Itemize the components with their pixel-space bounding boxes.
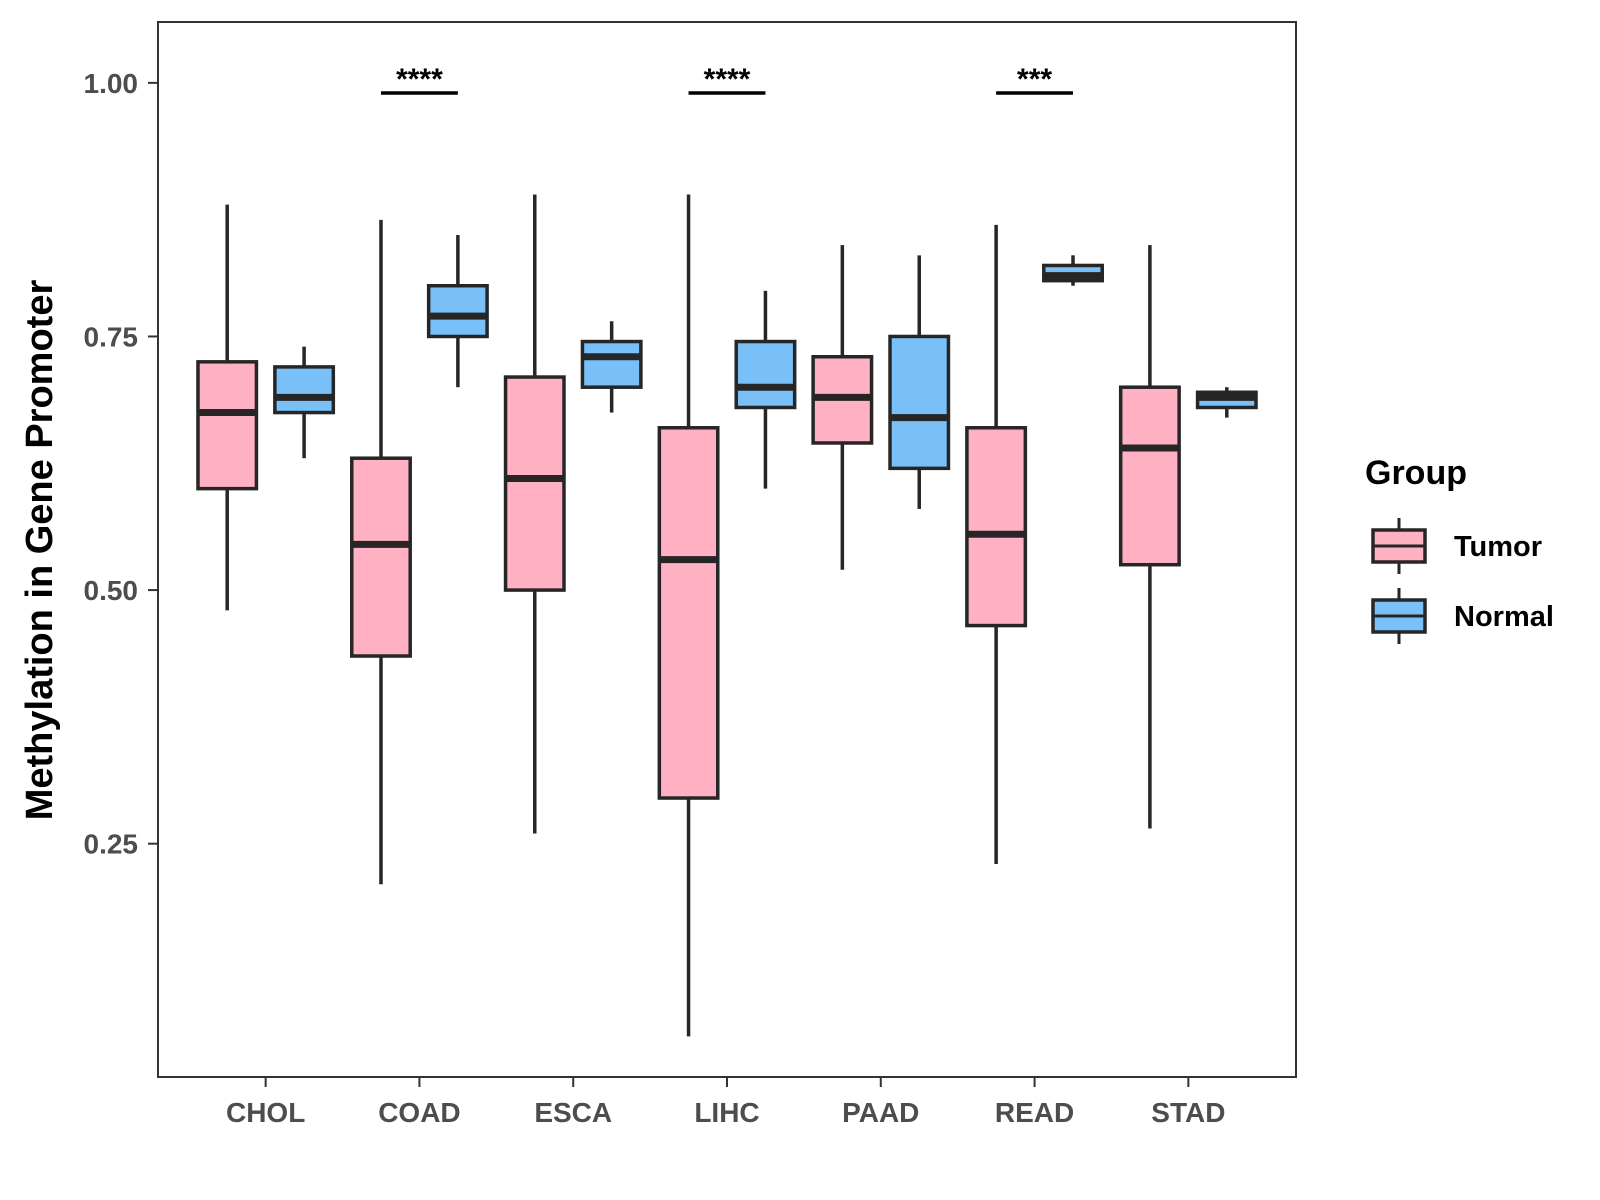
legend: Group Tumor Normal xyxy=(1365,454,1554,644)
box-normal-read xyxy=(1042,255,1104,286)
x-tick-label: CHOL xyxy=(226,1097,305,1128)
box-rect-tumor-chol xyxy=(196,360,259,491)
y-tick-label: 0.75 xyxy=(84,321,139,352)
y-tick-label: 0.50 xyxy=(84,575,139,606)
box-normal-chol xyxy=(273,346,336,459)
x-tick-label: STAD xyxy=(1151,1097,1225,1128)
x-tick-label: LIHC xyxy=(694,1097,759,1128)
significance-label-lihc: **** xyxy=(704,63,751,96)
y-tick-label: 1.00 xyxy=(84,68,139,99)
x-tick-label: ESCA xyxy=(534,1097,612,1128)
annotations-layer: **** **** *** xyxy=(380,63,1074,96)
box-rect-normal-esca xyxy=(580,339,643,389)
box-tumor-stad xyxy=(1118,245,1181,829)
x-tick-label: READ xyxy=(995,1097,1074,1128)
box-rect-tumor-read xyxy=(965,426,1028,628)
legend-title: Group xyxy=(1365,454,1467,492)
box-normal-esca xyxy=(580,321,643,413)
x-tick-label: COAD xyxy=(378,1097,460,1128)
box-rect-tumor-esca xyxy=(503,375,566,592)
significance-read: *** xyxy=(996,63,1074,96)
box-normal-coad xyxy=(426,235,489,388)
axes-layer: 0.25 0.50 0.75 1.00 CHOL COAD ESCA LIHC PAAD READ… xyxy=(84,68,1226,1128)
box-tumor-read xyxy=(965,224,1028,864)
box-rect-normal-coad xyxy=(426,284,489,339)
y-axis-title: Methylation in Gene Promoter xyxy=(19,280,61,821)
legend-label-tumor: Tumor xyxy=(1454,531,1542,563)
legend-entry-normal: Normal xyxy=(1371,588,1554,644)
box-rect-tumor-stad xyxy=(1118,385,1181,567)
box-normal-lihc xyxy=(734,290,797,489)
significance-label-coad: **** xyxy=(396,63,443,96)
box-rect-normal-lihc xyxy=(734,339,797,410)
box-tumor-coad xyxy=(350,219,412,885)
box-rect-tumor-lihc xyxy=(657,426,720,800)
x-tick-label: PAAD xyxy=(842,1097,919,1128)
box-rect-normal-paad xyxy=(888,334,951,471)
box-tumor-esca xyxy=(503,194,566,834)
box-tumor-lihc xyxy=(657,194,720,1037)
significance-coad: **** xyxy=(380,63,458,96)
legend-entry-tumor: Tumor xyxy=(1371,518,1542,574)
box-tumor-paad xyxy=(811,245,874,570)
box-tumor-chol xyxy=(196,204,259,611)
box-rect-tumor-coad xyxy=(350,456,412,658)
y-tick-label: 0.25 xyxy=(84,829,139,860)
significance-label-read: *** xyxy=(1017,63,1052,96)
box-rect-normal-chol xyxy=(273,365,336,415)
significance-lihc: **** xyxy=(688,63,766,96)
boxes-layer xyxy=(196,194,1258,1037)
box-normal-stad xyxy=(1195,387,1258,418)
legend-label-normal: Normal xyxy=(1454,601,1554,633)
box-normal-paad xyxy=(888,255,951,509)
